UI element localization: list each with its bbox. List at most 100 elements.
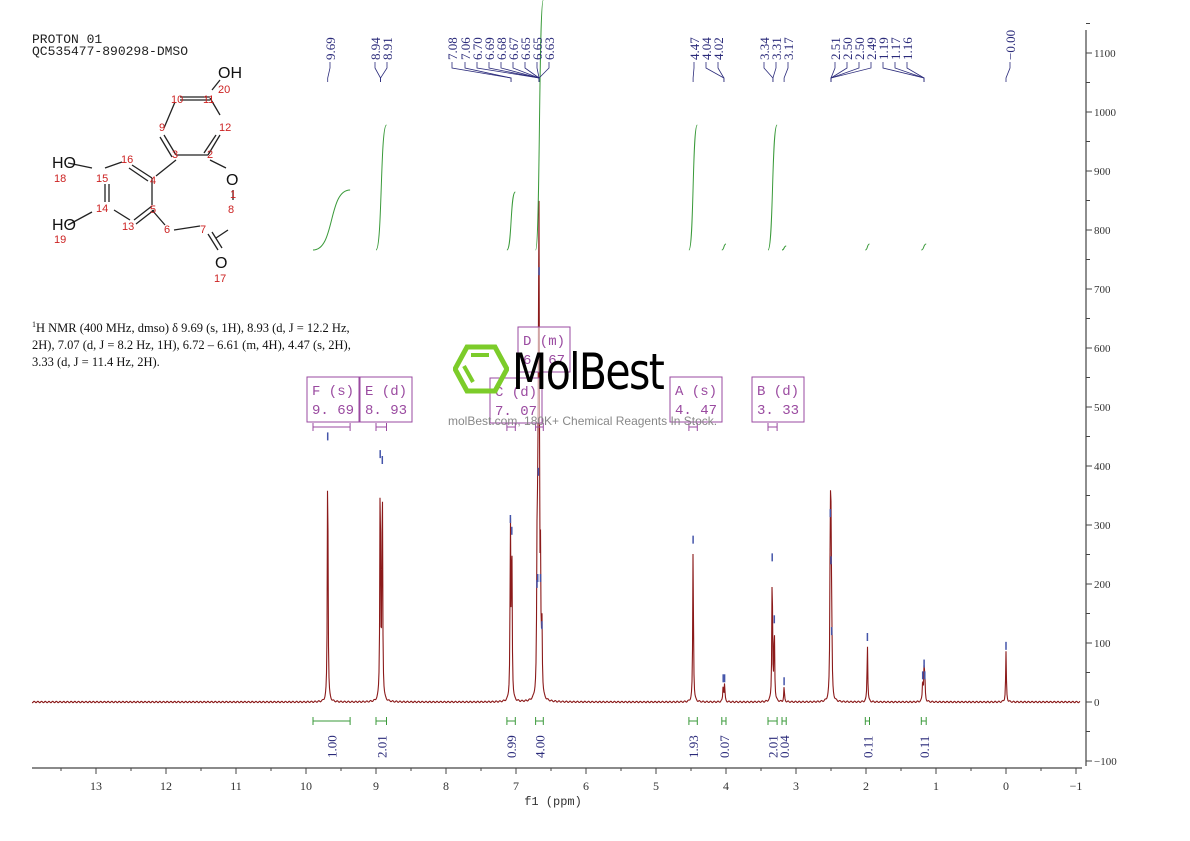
peak-shift-label: 8.94 [368, 37, 383, 60]
peak-shift-label: 2.50 [840, 37, 855, 60]
svg-text:9. 69: 9. 69 [312, 403, 354, 419]
y-axis: −100 0 100 200 300 400 500 600 700 800 900 1000 1100 [1085, 23, 1117, 768]
peak-shift-label: 6.67 [506, 37, 521, 60]
atom-label-oh: OH [218, 65, 242, 82]
peak-shift-label: 6.65 [530, 37, 545, 60]
x-tick-label: 13 [90, 779, 102, 793]
multiplet-annotations: F (s) 9. 69 E (d) 8. 93 C (d) 7. 07 D (m) 6. 67… [306, 326, 805, 431]
watermark-tagline: molBest.com, 180K+ Chemical Reagents In … [448, 414, 718, 428]
x-tick-label: 11 [230, 779, 242, 793]
peak-shift-label: 6.70 [470, 37, 485, 60]
y-tick-label: 300 [1094, 520, 1111, 532]
watermark-brand: MolBest [512, 343, 665, 401]
svg-text:C (d): C (d) [495, 385, 537, 401]
peak-shift-label: 1.16 [900, 37, 915, 60]
multiplet-box-b: B (d) 3. 33 [751, 376, 805, 431]
molbest-logo-icon [453, 344, 509, 394]
x-tick-label: 2 [863, 779, 869, 793]
atom-number: 3 [172, 149, 178, 161]
integral-value: 2.01 [766, 735, 781, 758]
peak-shift-label: 1.19 [876, 37, 891, 60]
integral-value: 2.01 [374, 735, 389, 758]
atom-label-o: O [226, 172, 238, 189]
peak-shift-label: 6.63 [542, 37, 557, 60]
multiplet-box-d: D (m) 6. 67 [517, 326, 571, 431]
peak-shift-label: 6.65 [518, 37, 533, 60]
atom-label-ho: HO [52, 155, 76, 172]
multiplet-box-e: E (d) 8. 93 [359, 376, 413, 431]
x-tick-label: 12 [160, 779, 172, 793]
y-tick-label: 100 [1094, 638, 1111, 650]
peak-shift-label: 2.49 [864, 37, 879, 60]
peak-shift-label: 2.51 [828, 37, 843, 60]
atom-label-ho: HO [52, 217, 76, 234]
atom-number: 8 [228, 204, 234, 216]
svg-text:6. 67: 6. 67 [523, 353, 565, 369]
peak-shift-label: 3.34 [757, 37, 772, 60]
atom-number: 4 [150, 175, 156, 187]
y-tick-label: 600 [1094, 343, 1111, 355]
svg-text:4. 47: 4. 47 [675, 403, 717, 419]
atom-number: 13 [122, 221, 134, 233]
svg-text:E (d): E (d) [365, 384, 407, 400]
svg-text:D (m): D (m) [523, 334, 565, 350]
x-tick-label: 5 [653, 779, 659, 793]
integral-value: 0.07 [717, 735, 732, 758]
y-tick-label: 1000 [1094, 107, 1117, 119]
peak-shift-label: 7.08 [445, 37, 460, 60]
atom-number: 17 [214, 273, 226, 285]
atom-number: 6 [164, 224, 170, 236]
x-tick-label: 0 [1003, 779, 1009, 793]
x-tick-label: 6 [583, 779, 589, 793]
peak-shift-label: 6.68 [494, 37, 509, 60]
peak-shift-label: 7.06 [458, 37, 473, 60]
multiplet-box-a: A (s) 4. 47 [669, 376, 723, 431]
atom-number: 5 [150, 204, 156, 216]
integrals: 1.00 2.01 0.99 4.00 1.93 0.07 2.010.04 0.11 0.11 [312, 717, 932, 758]
svg-text:7. 07: 7. 07 [495, 404, 537, 420]
x-tick-label: 8 [443, 779, 449, 793]
multiplet-box-f: F (s) 9. 69 [306, 376, 360, 431]
y-tick-label: 1100 [1094, 48, 1116, 60]
y-tick-label: 700 [1094, 284, 1111, 296]
peak-shift-label: 4.04 [699, 37, 714, 60]
peak-labels: 9.69 8.948.91 7.087.066.706.696.686.676.65… [323, 30, 1018, 82]
svg-text:F (s): F (s) [312, 384, 354, 400]
integral-value: 1.93 [686, 735, 701, 758]
peak-shift-label: 3.31 [769, 37, 784, 60]
svg-text:8. 93: 8. 93 [365, 403, 407, 419]
x-tick-label: −1 [1070, 779, 1083, 793]
chemical-structure: OH HO O HO O 20 10 11 9 12 3 2 18 16 15 … [52, 65, 242, 285]
peak-shift-label: −0.00 [1003, 30, 1018, 60]
x-tick-label: 1 [933, 779, 939, 793]
experiment-name: PROTON 01 [32, 32, 103, 47]
x-tick-label: 4 [723, 779, 729, 793]
y-tick-label: 400 [1094, 461, 1111, 473]
atom-label-o: O [215, 255, 227, 272]
atom-number: 18 [54, 173, 66, 185]
atom-number: 10 [171, 94, 183, 106]
y-tick-label: 200 [1094, 579, 1111, 591]
y-tick-label: 900 [1094, 166, 1111, 178]
svg-text:A (s): A (s) [675, 384, 717, 400]
integral-value: 0.11 [860, 736, 875, 758]
y-tick-label: −100 [1094, 756, 1117, 768]
peak-shift-label: 3.17 [781, 37, 796, 60]
sample-id: QC535477-890298-DMSO [32, 44, 189, 59]
integral-value: 4.00 [532, 735, 547, 758]
peak-shift-label: 9.69 [323, 37, 338, 60]
x-tick-label: 10 [300, 779, 312, 793]
y-tick-label: 500 [1094, 402, 1111, 414]
peak-shift-label: 8.91 [380, 37, 395, 60]
atom-number: 12 [219, 122, 231, 134]
x-tick-label: 7 [513, 779, 519, 793]
atom-number: 9 [159, 122, 165, 134]
atom-number: 1 [230, 189, 236, 201]
atom-number: 19 [54, 234, 66, 246]
nmr-description: 1H NMR (400 MHz, dmso) δ 9.69 (s, 1H), 8… [32, 316, 362, 371]
integral-value: 0.99 [504, 735, 519, 758]
svg-text:B (d): B (d) [757, 384, 799, 400]
peak-shift-label: 4.02 [711, 37, 726, 60]
